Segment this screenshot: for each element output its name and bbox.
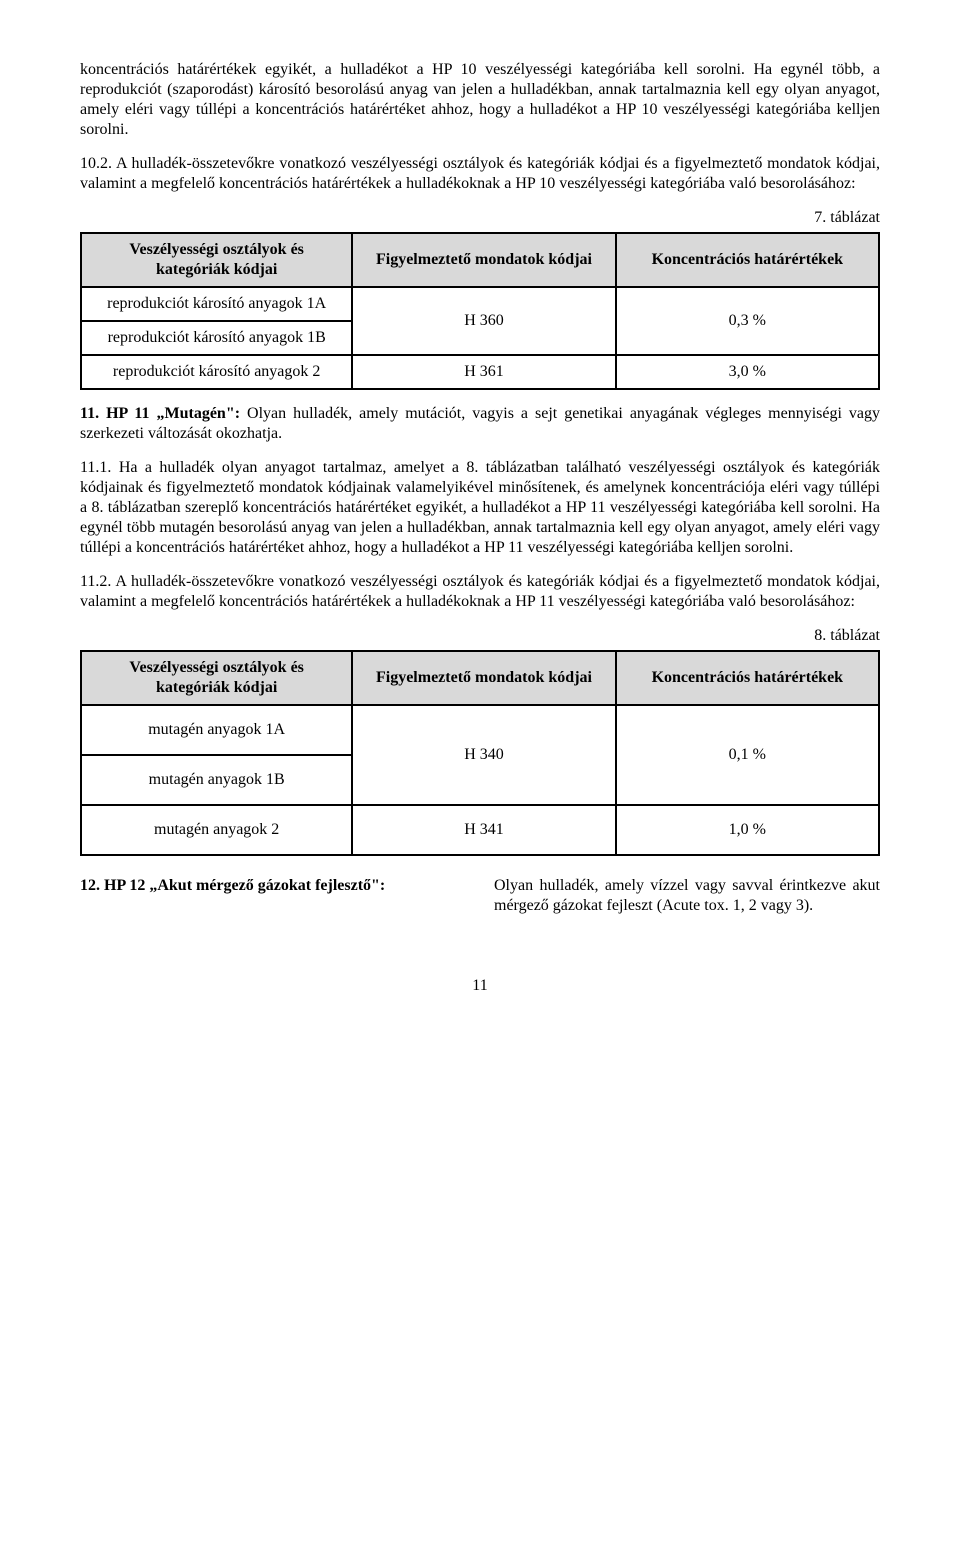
th-col1: Veszélyességi osztályok és kategóriák kó… <box>81 651 352 705</box>
para-11-2: 11.2. A hulladék-összetevőkre vonatkozó … <box>80 572 880 612</box>
table-row: reprodukciót károsító anyagok 2 H 361 3,… <box>81 355 879 389</box>
hp11-line: 11. HP 11 „Mutagén": Olyan hulladék, ame… <box>80 404 880 444</box>
intro-para-1: koncentrációs határértékek egyikét, a hu… <box>80 60 880 140</box>
cell-label: mutagén anyagok 1A <box>81 705 352 755</box>
hp12-block: 12. HP 12 „Akut mérgező gázokat fejleszt… <box>80 876 880 916</box>
th-col3: Koncentrációs határértékek <box>616 233 879 287</box>
para-11-1: 11.1. Ha a hulladék olyan anyagot tartal… <box>80 458 880 558</box>
cell-val: 1,0 % <box>616 805 879 855</box>
page-number: 11 <box>80 976 880 996</box>
th-col2: Figyelmeztető mondatok kódjai <box>352 233 615 287</box>
intro-para-2: 10.2. A hulladék-összetevőkre vonatkozó … <box>80 154 880 194</box>
table-row: mutagén anyagok 2 H 341 1,0 % <box>81 805 879 855</box>
th-col3: Koncentrációs határértékek <box>616 651 879 705</box>
cell-val: 0,1 % <box>616 705 879 805</box>
table-row: mutagén anyagok 1A H 340 0,1 % <box>81 705 879 755</box>
th-col2: Figyelmeztető mondatok kódjai <box>352 651 615 705</box>
cell-code: H 361 <box>352 355 615 389</box>
cell-code: H 360 <box>352 287 615 355</box>
cell-val: 3,0 % <box>616 355 879 389</box>
table7-caption: 7. táblázat <box>80 208 880 228</box>
cell-code: H 341 <box>352 805 615 855</box>
cell-code: H 340 <box>352 705 615 805</box>
table-row: reprodukciót károsító anyagok 1A H 360 0… <box>81 287 879 321</box>
table8-caption: 8. táblázat <box>80 626 880 646</box>
table8: Veszélyességi osztályok és kategóriák kó… <box>80 650 880 856</box>
cell-label: reprodukciót károsító anyagok 1A <box>81 287 352 321</box>
table7: Veszélyességi osztályok és kategóriák kó… <box>80 232 880 390</box>
hp12-head: 12. HP 12 „Akut mérgező gázokat fejleszt… <box>80 876 464 896</box>
hp11-head: 11. HP 11 „Mutagén": <box>80 405 247 422</box>
cell-val: 0,3 % <box>616 287 879 355</box>
th-col1: Veszélyességi osztályok és kategóriák kó… <box>81 233 352 287</box>
cell-label: reprodukciót károsító anyagok 1B <box>81 321 352 355</box>
cell-label: reprodukciót károsító anyagok 2 <box>81 355 352 389</box>
hp12-body: Olyan hulladék, amely vízzel vagy savval… <box>494 876 880 916</box>
cell-label: mutagén anyagok 1B <box>81 755 352 805</box>
cell-label: mutagén anyagok 2 <box>81 805 352 855</box>
